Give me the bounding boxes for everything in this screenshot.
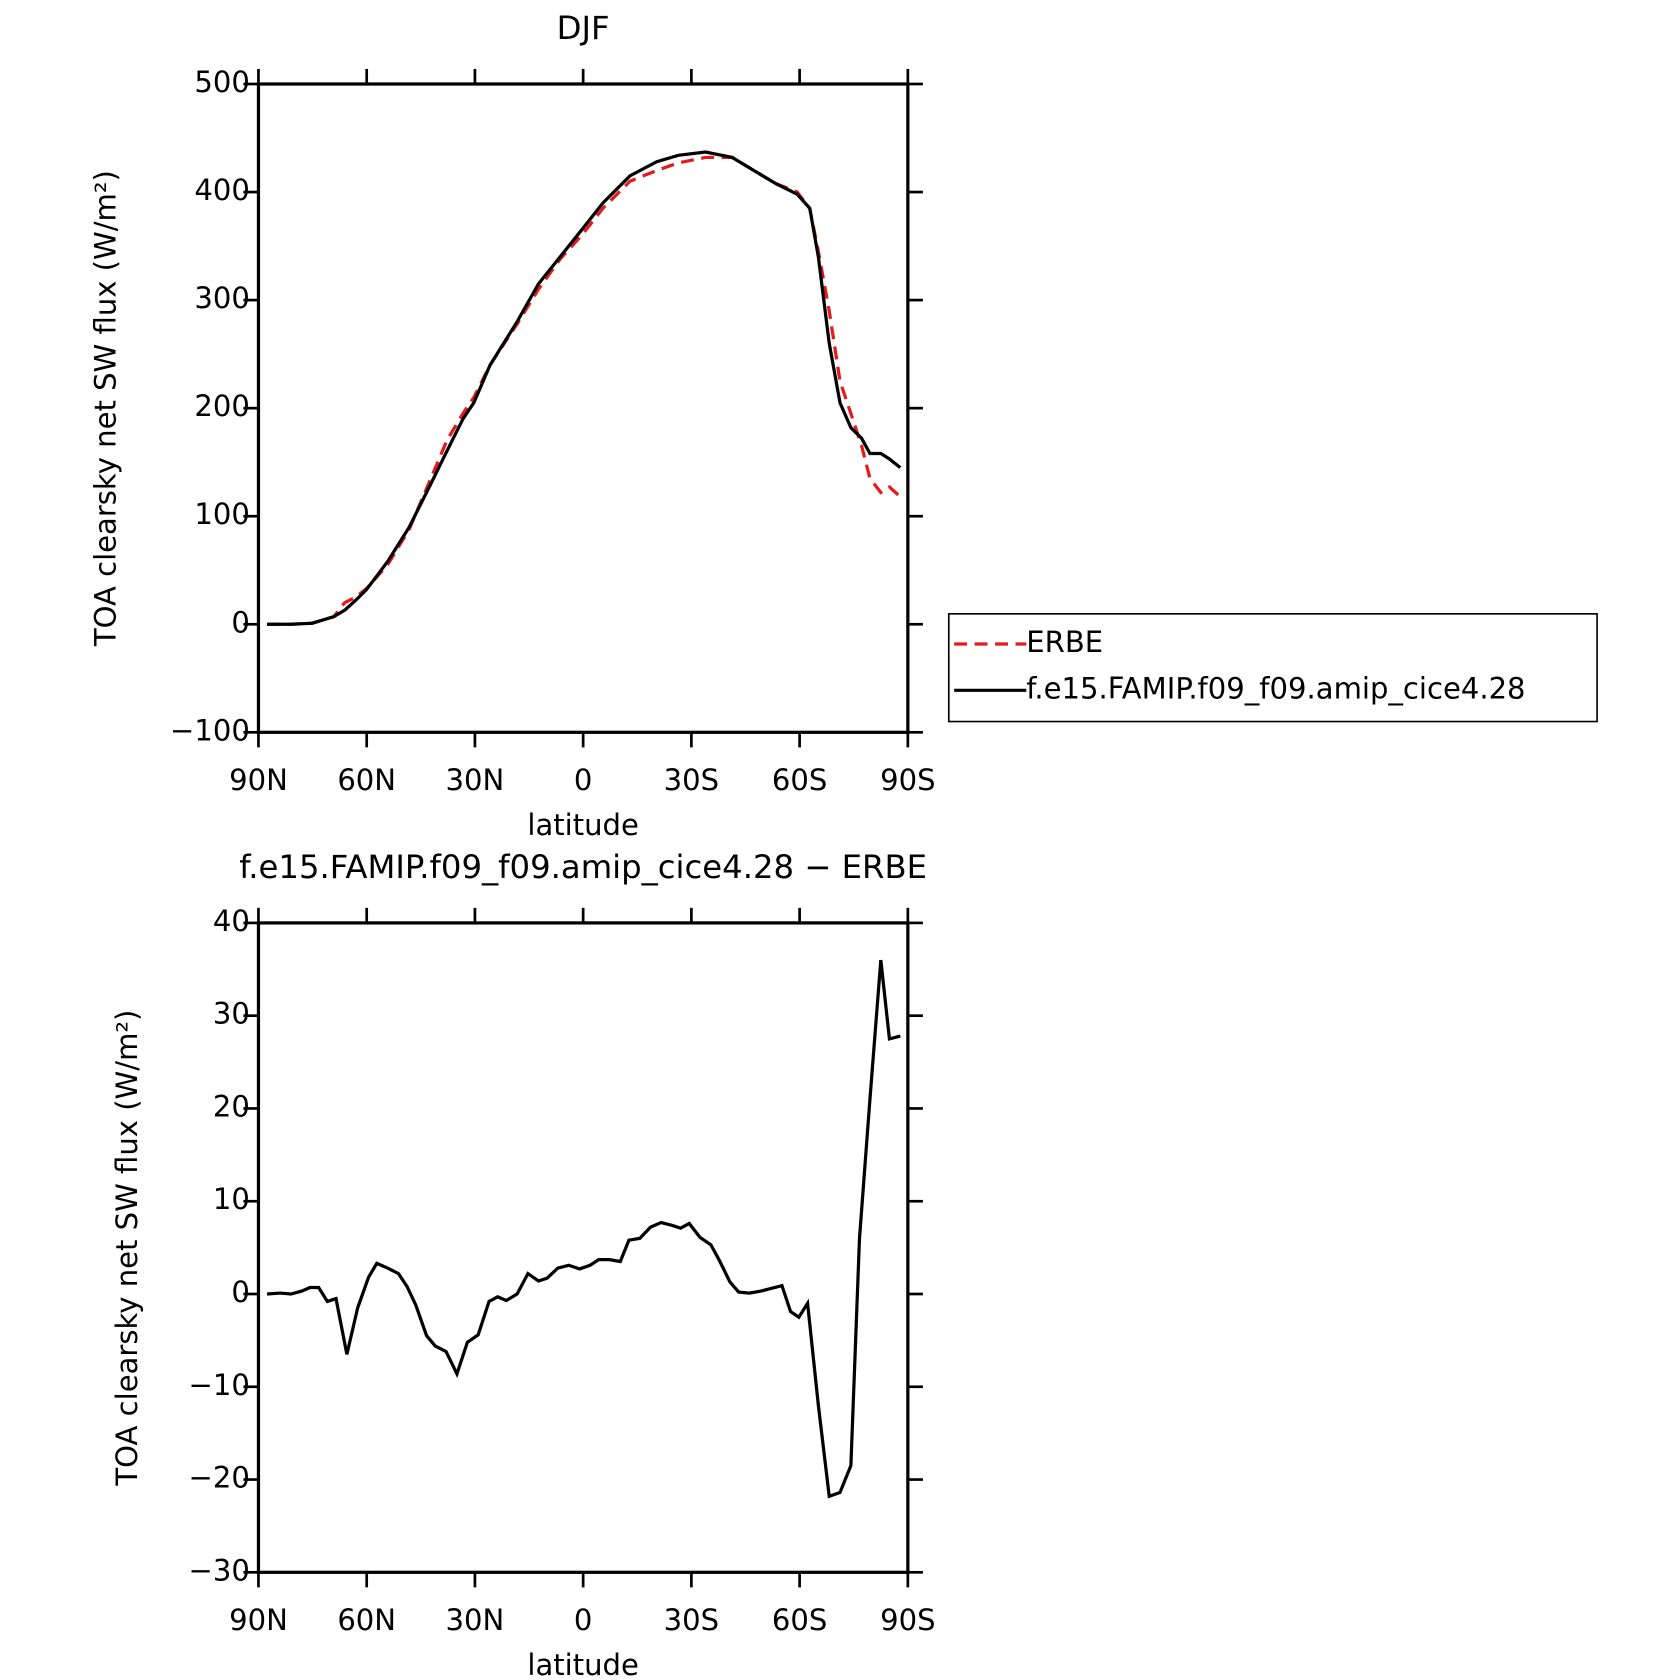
x-tick-label: 60S bbox=[772, 1603, 827, 1637]
y-tick-label: 0 bbox=[231, 1275, 250, 1309]
y-tick-label: 20 bbox=[213, 1089, 250, 1123]
y-tick-label: 30 bbox=[213, 997, 250, 1031]
x-tick-label: 90S bbox=[880, 1603, 935, 1637]
y-tick-label: 100 bbox=[194, 497, 249, 531]
y-tick-label: 10 bbox=[213, 1182, 250, 1216]
x-tick-label: 0 bbox=[574, 763, 593, 797]
data-line bbox=[266, 959, 901, 1499]
legend-label: ERBE bbox=[1026, 625, 1103, 659]
x-tick-label: 30N bbox=[446, 1603, 505, 1637]
y-tick-label: −30 bbox=[189, 1553, 250, 1587]
x-tick-label: 30N bbox=[446, 763, 505, 797]
y-tick-label: 40 bbox=[213, 904, 250, 938]
y-tick-label: 0 bbox=[231, 605, 250, 639]
x-tick-label: 60S bbox=[772, 763, 827, 797]
y-tick-label: 500 bbox=[194, 65, 249, 99]
plot-frame bbox=[256, 82, 910, 734]
plot-frame bbox=[256, 921, 910, 1574]
y-tick-label: −10 bbox=[189, 1368, 250, 1402]
chart-title: f.e15.FAMIP.f09_f09.amip_cice4.28 − ERBE bbox=[239, 848, 927, 886]
legend-label: f.e15.FAMIP.f09_f09.amip_cice4.28 bbox=[1026, 671, 1525, 705]
x-axis-label: latitude bbox=[527, 1648, 639, 1680]
y-tick-label: 200 bbox=[194, 389, 249, 423]
x-tick-label: 90N bbox=[229, 1603, 288, 1637]
legend-box bbox=[947, 613, 1598, 723]
x-tick-label: 30S bbox=[664, 1603, 719, 1637]
data-line bbox=[267, 150, 902, 626]
y-axis-label: TOA clearsky net SW flux (W/m²) bbox=[110, 1010, 144, 1487]
x-tick-label: 0 bbox=[574, 1603, 593, 1637]
x-tick-label: 90S bbox=[880, 763, 935, 797]
x-tick-label: 90N bbox=[229, 763, 288, 797]
chart-title: DJF bbox=[557, 9, 610, 47]
y-tick-label: 400 bbox=[194, 173, 249, 207]
y-axis-label: TOA clearsky net SW flux (W/m²) bbox=[89, 170, 123, 647]
y-tick-label: −100 bbox=[170, 713, 250, 747]
x-tick-label: 60N bbox=[337, 763, 396, 797]
y-tick-label: −20 bbox=[189, 1461, 250, 1495]
y-tick-label: 300 bbox=[194, 281, 249, 315]
x-tick-label: 60N bbox=[337, 1603, 396, 1637]
x-axis-label: latitude bbox=[527, 808, 639, 842]
x-tick-label: 30S bbox=[664, 763, 719, 797]
